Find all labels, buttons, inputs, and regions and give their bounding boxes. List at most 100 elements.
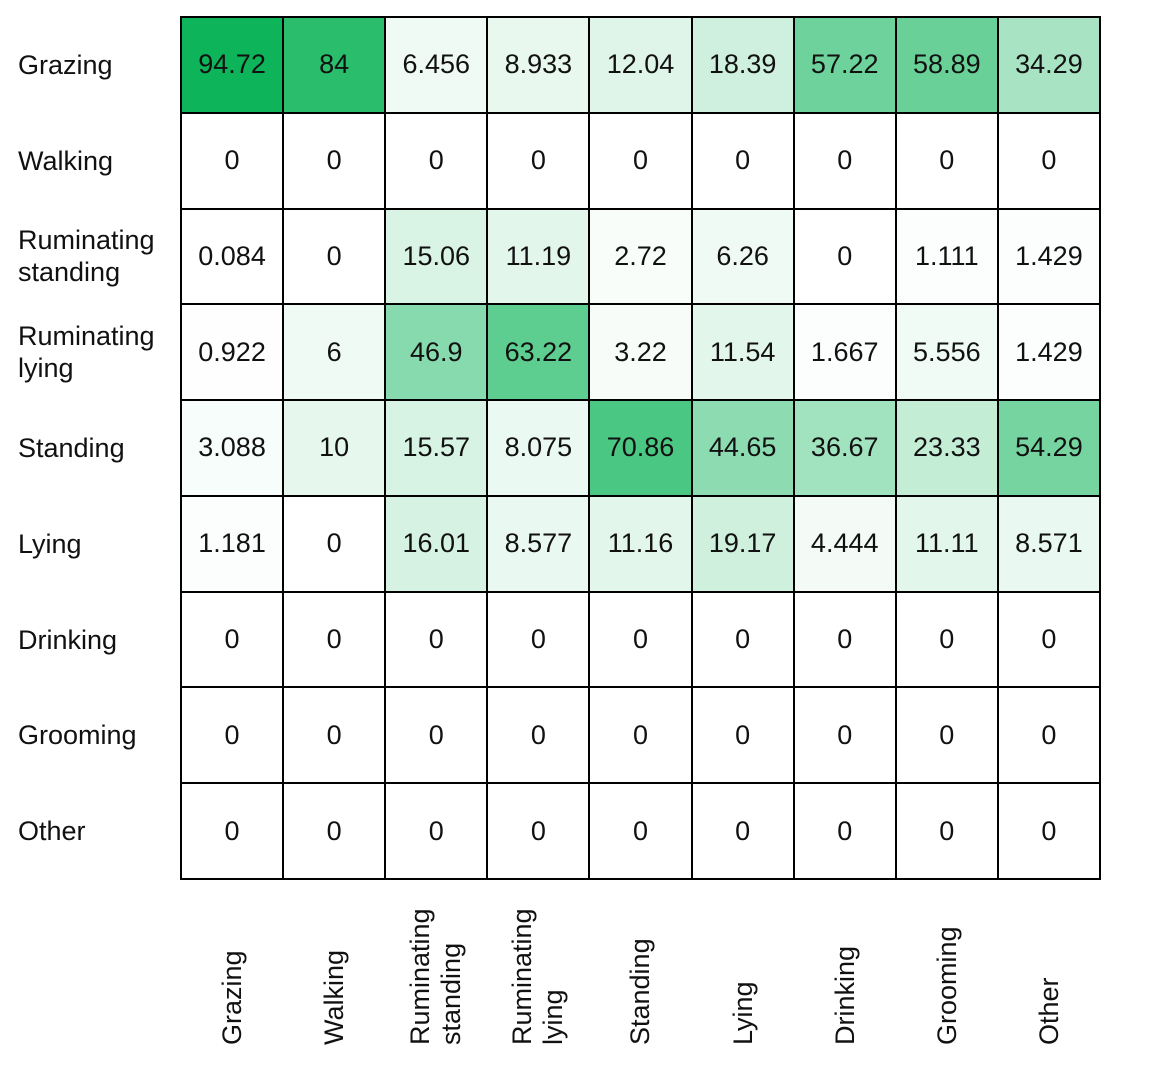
heatmap-cell: 0 [386, 592, 487, 687]
heatmap-cell: 0 [182, 592, 283, 687]
heatmap-cell: 3.088 [182, 401, 283, 495]
heatmap-cell: 2.72 [590, 209, 691, 304]
heatmap-cell: 63.22 [488, 305, 589, 400]
heatmap-cell: 0 [896, 784, 997, 878]
heatmap-cell: 0 [692, 592, 793, 687]
heatmap-cell: 1.181 [182, 496, 283, 591]
y-axis-label: Ruminating lying [18, 321, 155, 384]
heatmap-cell: 84 [284, 18, 385, 112]
heatmap-cell: 0 [794, 688, 895, 783]
y-axis-label: Standing [18, 432, 125, 463]
heatmap-cell: 0 [692, 688, 793, 783]
heatmap-cell: 44.65 [692, 401, 793, 495]
heatmap-cell: 4.444 [794, 496, 895, 591]
heatmap-cell: 94.72 [182, 18, 283, 112]
heatmap-cell: 0 [488, 113, 589, 208]
heatmap-cell: 54.29 [998, 401, 1099, 495]
heatmap-cell: 0 [488, 592, 589, 687]
heatmap-cell: 11.54 [692, 305, 793, 400]
heatmap-cell: 1.111 [896, 209, 997, 304]
heatmap-cell: 0 [284, 496, 385, 591]
heatmap-cell: 0 [590, 113, 691, 208]
heatmap-cell: 0 [896, 592, 997, 687]
x-axis-label: Grazing [216, 950, 247, 1045]
x-axis-label: Ruminating standing [405, 908, 466, 1045]
heatmap-cell: 0 [896, 113, 997, 208]
heatmap-cell: 0 [590, 784, 691, 878]
x-axis-label: Grooming [931, 926, 962, 1045]
x-axis-label: Standing [624, 938, 655, 1045]
heatmap-cell: 0 [284, 784, 385, 878]
heatmap-cell: 15.06 [386, 209, 487, 304]
heatmap-cell: 0 [590, 688, 691, 783]
heatmap-cell: 58.89 [896, 18, 997, 112]
heatmap-cell: 0 [794, 209, 895, 304]
heatmap-cell: 0 [794, 592, 895, 687]
heatmap-cell: 0 [488, 784, 589, 878]
heatmap-cell: 0 [284, 592, 385, 687]
x-axis-label: Walking [318, 949, 349, 1045]
heatmap-cell: 0.922 [182, 305, 283, 400]
heatmap-cell: 0 [182, 113, 283, 208]
heatmap-cell: 0 [182, 688, 283, 783]
heatmap-cell: 36.67 [794, 401, 895, 495]
heatmap-cell: 0 [488, 688, 589, 783]
heatmap-cell: 0 [998, 784, 1099, 878]
heatmap-cell: 0 [692, 784, 793, 878]
heatmap-cell: 0 [590, 592, 691, 687]
heatmap-cell: 0 [284, 688, 385, 783]
heatmap-cell: 0 [692, 113, 793, 208]
heatmap-cell: 70.86 [590, 401, 691, 495]
heatmap-cell: 46.9 [386, 305, 487, 400]
heatmap-cell: 15.57 [386, 401, 487, 495]
heatmap-cell: 11.16 [590, 496, 691, 591]
heatmap-cell: 0 [386, 113, 487, 208]
heatmap-cell: 57.22 [794, 18, 895, 112]
heatmap-cell: 1.429 [998, 305, 1099, 400]
y-axis-label: Lying [18, 528, 82, 559]
y-axis-label: Grazing [18, 49, 113, 80]
heatmap-cell: 0 [794, 784, 895, 878]
heatmap-cell: 6.456 [386, 18, 487, 112]
heatmap-cell: 19.17 [692, 496, 793, 591]
heatmap-cell: 0 [386, 688, 487, 783]
heatmap-cell: 12.04 [590, 18, 691, 112]
heatmap-cell: 8.577 [488, 496, 589, 591]
heatmap-cell: 0.084 [182, 209, 283, 304]
y-axis-label: Drinking [18, 624, 118, 655]
heatmap-cell: 11.11 [896, 496, 997, 591]
heatmap-cell: 8.075 [488, 401, 589, 495]
x-axis-label: Other [1033, 977, 1064, 1045]
heatmap-cell: 0 [998, 113, 1099, 208]
heatmap-cell: 0 [284, 209, 385, 304]
heatmap-cell: 5.556 [896, 305, 997, 400]
y-axis-label: Other [18, 816, 86, 847]
y-axis-label: Ruminating standing [18, 225, 155, 288]
x-axis-label: Ruminating lying [507, 908, 568, 1045]
y-axis-label: Walking [18, 145, 114, 176]
heatmap-cell: 0 [284, 113, 385, 208]
heatmap-cell: 0 [182, 784, 283, 878]
heatmap-cell: 16.01 [386, 496, 487, 591]
heatmap-grid: 94.72 84 6.456 8.933 12.04 18.39 57.22 58.89 34.… [180, 16, 1101, 880]
heatmap-cell: 8.571 [998, 496, 1099, 591]
heatmap-cell: 23.33 [896, 401, 997, 495]
heatmap-cell: 0 [896, 688, 997, 783]
heatmap-cell: 8.933 [488, 18, 589, 112]
heatmap-cell: 0 [386, 784, 487, 878]
heatmap-cell: 1.429 [998, 209, 1099, 304]
heatmap-cell: 1.667 [794, 305, 895, 400]
heatmap-cell: 0 [794, 113, 895, 208]
heatmap-cell: 6 [284, 305, 385, 400]
heatmap-cell: 0 [998, 688, 1099, 783]
heatmap-cell: 10 [284, 401, 385, 495]
y-axis-labels: Grazing Walking Ruminating standing Ruminat… [18, 16, 170, 880]
heatmap-cell: 11.19 [488, 209, 589, 304]
heatmap-cell: 3.22 [590, 305, 691, 400]
heatmap-cell: 18.39 [692, 18, 793, 112]
heatmap-cell: 34.29 [998, 18, 1099, 112]
heatmap-cell: 6.26 [692, 209, 793, 304]
x-axis-labels: Grazing Walking Ruminating standing Ruminat… [180, 880, 1101, 1075]
x-axis-label: Lying [727, 981, 758, 1045]
